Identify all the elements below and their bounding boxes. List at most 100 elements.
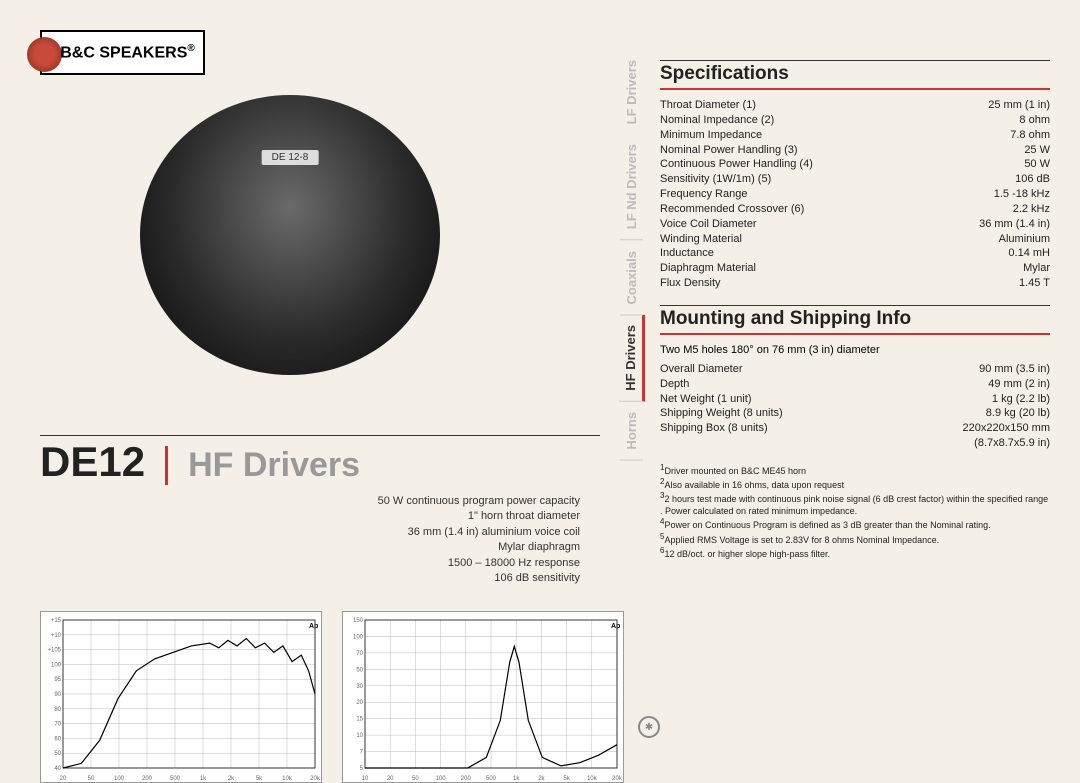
footnotes: 1Driver mounted on B&C ME45 horn2Also av… xyxy=(660,463,1050,560)
spec-value: Mylar xyxy=(1023,261,1050,276)
spec-value: 25 W xyxy=(1024,143,1050,158)
svg-text:5k: 5k xyxy=(256,776,263,782)
seal-icon: ✱ xyxy=(638,716,660,738)
mounting-table: Overall Diameter90 mm (3.5 in)Depth49 mm… xyxy=(660,362,1050,451)
mounting-label: Net Weight (1 unit) xyxy=(660,392,992,407)
spec-label: Winding Material xyxy=(660,232,999,247)
spec-row: Voice Coil Diameter36 mm (1.4 in) xyxy=(660,217,1050,232)
svg-text:100: 100 xyxy=(436,776,447,782)
spec-label: Minimum Impedance xyxy=(660,128,1010,143)
spec-label: Nominal Power Handling (3) xyxy=(660,143,1024,158)
mounting-row: Net Weight (1 unit)1 kg (2.2 lb) xyxy=(660,392,1050,407)
mounting-label: Shipping Box (8 units) xyxy=(660,421,963,436)
svg-text:1k: 1k xyxy=(513,776,520,782)
spec-row: Nominal Impedance (2)8 ohm xyxy=(660,113,1050,128)
svg-text:10k: 10k xyxy=(282,776,293,782)
spec-label: Frequency Range xyxy=(660,187,994,202)
spec-label: Throat Diameter (1) xyxy=(660,98,988,113)
right-column: Specifications Throat Diameter (1)25 mm … xyxy=(620,0,1080,763)
vtab-lf-nd-drivers[interactable]: LF Nd Drivers xyxy=(620,134,643,240)
svg-text:Ap: Ap xyxy=(309,623,318,630)
svg-text:80: 80 xyxy=(54,707,61,713)
specs-heading: Specifications xyxy=(660,60,1050,90)
svg-text:200: 200 xyxy=(461,776,472,782)
svg-text:70: 70 xyxy=(356,651,363,657)
feature-line: 1500 – 18000 Hz response xyxy=(40,556,580,571)
svg-text:15: 15 xyxy=(356,717,363,723)
svg-text:10: 10 xyxy=(362,776,369,782)
spec-row: Winding MaterialAluminium xyxy=(660,232,1050,247)
mounting-row: (8.7x8.7x5.9 in) xyxy=(660,436,1050,451)
svg-text:100: 100 xyxy=(51,663,62,669)
mounting-row: Overall Diameter90 mm (3.5 in) xyxy=(660,362,1050,377)
feature-line: 36 mm (1.4 in) aluminium voice coil xyxy=(40,525,580,540)
brand-logo: B&C SPEAKERS® xyxy=(40,30,205,75)
spec-value: 106 dB xyxy=(1015,172,1050,187)
freq-response-chart: 20501002005001k2k5k10k20k+15+10+10510095… xyxy=(40,611,322,783)
mounting-row: Shipping Weight (8 units)8.9 kg (20 lb) xyxy=(660,406,1050,421)
mounting-label: Depth xyxy=(660,377,988,392)
spec-row: Minimum Impedance7.8 ohm xyxy=(660,128,1050,143)
spec-value: 1.5 -18 kHz xyxy=(994,187,1050,202)
mounting-value: 8.9 kg (20 lb) xyxy=(986,406,1050,421)
svg-text:Ap: Ap xyxy=(611,623,620,630)
svg-text:200: 200 xyxy=(142,776,153,782)
footnote: 32 hours test made with continuous pink … xyxy=(660,491,1050,517)
spec-value: 7.8 ohm xyxy=(1010,128,1050,143)
left-column: B&C SPEAKERS® DE12 HF Drivers 50 W conti… xyxy=(0,0,620,763)
svg-text:40: 40 xyxy=(54,766,61,772)
product-photo xyxy=(140,95,440,375)
vtab-horns[interactable]: Horns xyxy=(620,402,643,461)
spec-label: Flux Density xyxy=(660,276,1019,291)
spec-label: Voice Coil Diameter xyxy=(660,217,979,232)
feature-line: 1" horn throat diameter xyxy=(40,509,580,524)
spec-value: 1.45 T xyxy=(1019,276,1050,291)
svg-text:2k: 2k xyxy=(538,776,545,782)
svg-text:20k: 20k xyxy=(310,776,321,782)
svg-text:50: 50 xyxy=(88,776,95,782)
svg-text:2k: 2k xyxy=(228,776,235,782)
vtab-coaxials[interactable]: Coaxials xyxy=(620,241,643,315)
svg-text:100: 100 xyxy=(353,635,364,641)
spec-value: Aluminium xyxy=(999,232,1050,247)
mounting-heading: Mounting and Shipping Info xyxy=(660,305,1050,335)
vertical-tabs: HornsHF DriversCoaxialsLF Nd DriversLF D… xyxy=(611,50,652,460)
svg-text:95: 95 xyxy=(54,678,61,684)
svg-text:+10: +10 xyxy=(51,633,62,639)
mounting-value: 1 kg (2.2 lb) xyxy=(992,392,1050,407)
svg-text:20k: 20k xyxy=(612,776,623,782)
spec-label: Sensitivity (1W/1m) (5) xyxy=(660,172,1015,187)
svg-text:10: 10 xyxy=(356,733,363,739)
category-name: HF Drivers xyxy=(165,446,360,485)
impedance-chart: 1020501002005001k2k5k10k20k1501007050302… xyxy=(342,611,624,783)
vtab-lf-drivers[interactable]: LF Drivers xyxy=(620,50,643,134)
svg-text:70: 70 xyxy=(54,722,61,728)
feature-line: 50 W continuous program power capacity xyxy=(40,494,580,509)
spec-row: Nominal Power Handling (3)25 W xyxy=(660,143,1050,158)
feature-line: Mylar diaphragm xyxy=(40,540,580,555)
spec-row: Diaphragm MaterialMylar xyxy=(660,261,1050,276)
spec-row: Flux Density1.45 T xyxy=(660,276,1050,291)
model-name: DE12 xyxy=(40,438,165,486)
spec-row: Frequency Range1.5 -18 kHz xyxy=(660,187,1050,202)
vtab-hf-drivers[interactable]: HF Drivers xyxy=(619,315,645,402)
spec-value: 8 ohm xyxy=(1019,113,1050,128)
svg-text:500: 500 xyxy=(170,776,181,782)
footnote: 5Applied RMS Voltage is set to 2.83V for… xyxy=(660,532,1050,546)
mounting-value: (8.7x8.7x5.9 in) xyxy=(974,436,1050,451)
spec-row: Sensitivity (1W/1m) (5)106 dB xyxy=(660,172,1050,187)
title-row: DE12 HF Drivers xyxy=(40,435,600,486)
svg-text:10k: 10k xyxy=(587,776,598,782)
footnote: 4Power on Continuous Program is defined … xyxy=(660,517,1050,531)
brand-logo-text: B&C SPEAKERS® xyxy=(50,43,195,62)
svg-text:30: 30 xyxy=(356,684,363,690)
spec-row: Throat Diameter (1)25 mm (1 in) xyxy=(660,98,1050,113)
svg-text:50: 50 xyxy=(412,776,419,782)
svg-text:150: 150 xyxy=(353,618,364,624)
spec-value: 2.2 kHz xyxy=(1013,202,1050,217)
spec-value: 36 mm (1.4 in) xyxy=(979,217,1050,232)
svg-text:90: 90 xyxy=(54,692,61,698)
page: B&C SPEAKERS® DE12 HF Drivers 50 W conti… xyxy=(0,0,1080,763)
svg-text:100: 100 xyxy=(114,776,125,782)
svg-text:+105: +105 xyxy=(47,648,61,654)
